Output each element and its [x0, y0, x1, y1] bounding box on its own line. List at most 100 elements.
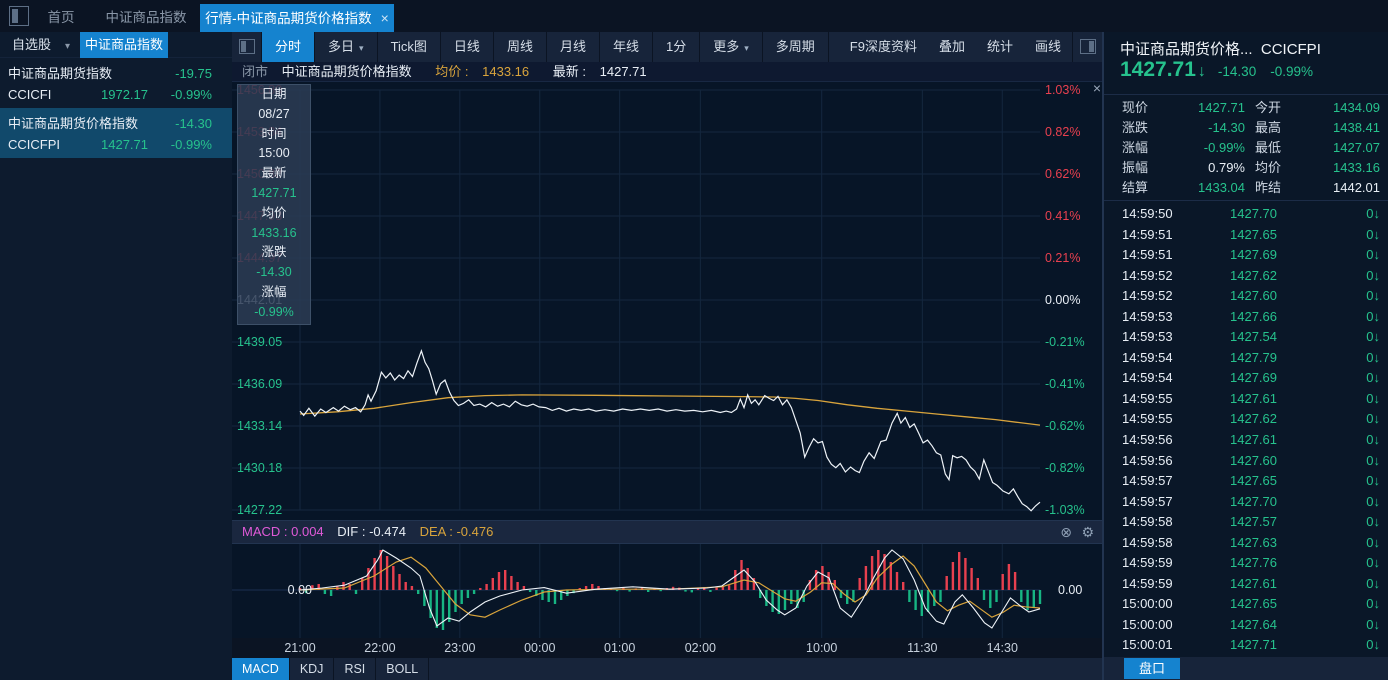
down-arrow-icon: ↓	[1373, 493, 1381, 509]
indicator-tab[interactable]: RSI	[334, 658, 377, 680]
tick-row: 14:59:52 1427.60 0↓	[1122, 288, 1381, 304]
down-arrow-icon: ↓	[1373, 411, 1381, 427]
tick-row: 14:59:50 1427.70 0↓	[1122, 206, 1381, 221]
last-price: 1427.71	[1120, 58, 1196, 81]
tick-row: 14:59:58 1427.63 0↓	[1122, 534, 1381, 550]
period-button[interactable]: 更多 ▾	[700, 32, 763, 62]
macd-zero-left: 0.00	[287, 583, 312, 597]
tool-button[interactable]: 叠加	[938, 39, 965, 54]
caret-down-icon: ▾	[744, 43, 749, 53]
tooltip-line: 08/27	[258, 106, 290, 121]
macd-chart-canvas[interactable]	[232, 544, 1102, 638]
watchlist: 中证商品期货指数 -19.75 CCICFI 1972.17 -0.99% 中证商品期…	[0, 58, 232, 158]
stats-row: 结算 1433.04 昨结 1442.01	[1122, 180, 1380, 195]
percent-axis-label: 0.82%	[1045, 125, 1081, 139]
indicator-tab[interactable]: KDJ	[290, 658, 335, 680]
tool-button[interactable]: 画线	[1034, 39, 1061, 54]
tick-row: 14:59:57 1427.70 0↓	[1122, 493, 1381, 509]
down-arrow-icon: ↓	[1373, 473, 1381, 489]
period-button[interactable]: 月线	[547, 32, 600, 62]
gear-icon[interactable]: ⚙	[1081, 524, 1094, 540]
price-axis-label: 1436.09	[237, 377, 283, 391]
stats-row: 现价 1427.71 今开 1434.09	[1122, 100, 1380, 115]
percent-axis-label: -0.21%	[1045, 335, 1085, 349]
panel-toggle-right-icon[interactable]	[1072, 32, 1102, 62]
close-icon[interactable]: ×	[380, 10, 389, 26]
tooltip-line: 1427.71	[251, 185, 297, 200]
time-axis-label: 23:00	[444, 641, 476, 655]
tooltip-close-icon[interactable]: ×	[1092, 80, 1101, 96]
down-arrow-icon: ↓	[1373, 288, 1381, 304]
tab-home[interactable]: 首页	[47, 10, 75, 25]
close-circle-icon[interactable]: ⊗	[1060, 524, 1072, 540]
down-arrow-icon: ↓	[1373, 432, 1381, 448]
macd-panel[interactable]: 0.00 0.00	[232, 544, 1102, 638]
tool-button[interactable]: 统计	[986, 39, 1013, 54]
price-axis-label: 1439.05	[237, 335, 283, 349]
down-arrow-icon: ↓	[1373, 370, 1381, 386]
panel-toggle-left-icon[interactable]	[232, 32, 262, 62]
down-arrow-icon: ↓	[1373, 206, 1381, 221]
percent-axis-label: -0.62%	[1045, 419, 1085, 433]
price-axis-label: 1430.18	[237, 461, 283, 475]
quote-panel-footer: 盘口	[1104, 657, 1388, 680]
tab-csi-commodity-index[interactable]: 中证商品指数	[105, 10, 187, 25]
percent-axis-label: 1.03%	[1045, 83, 1081, 97]
down-arrow-icon: ↓	[1373, 226, 1381, 242]
tab-quote-ccicfpi[interactable]: 行情-中证商品期货价格指数 ×	[200, 4, 394, 32]
down-arrow-icon: ↓	[1373, 390, 1381, 406]
indicator-tab[interactable]: MACD	[232, 658, 290, 680]
panel-toggle-icon[interactable]	[9, 6, 29, 26]
down-arrow-icon: ↓	[1373, 575, 1381, 591]
down-arrow-icon: ↓	[1373, 534, 1381, 550]
chart-status-bar: 闭市 中证商品期货价格指数 均价 : 1433.16 最新 : 1427.71	[232, 62, 1102, 82]
watchlist-item[interactable]: 中证商品期货指数 -19.75 CCICFI 1972.17 -0.99%	[8, 66, 212, 102]
tooltip-line: 最新	[261, 166, 287, 181]
down-arrow-icon: ↓	[1373, 596, 1381, 612]
percent-axis-label: -0.82%	[1045, 461, 1085, 475]
period-button[interactable]: 年线	[600, 32, 653, 62]
market-state: 闭市	[242, 64, 269, 79]
price-axis-label: 1433.14	[237, 419, 283, 433]
watchlist-dropdown[interactable]: 自选股 ▾	[12, 37, 71, 52]
time-axis-label: 11:30	[907, 641, 938, 655]
percent-axis-label: -1.03%	[1045, 503, 1085, 517]
down-arrow-icon: ↓	[1197, 63, 1206, 80]
period-button[interactable]: Tick图	[378, 32, 441, 62]
period-button[interactable]: 多周期	[763, 32, 829, 62]
tooltip-line: 时间	[261, 126, 287, 141]
period-button[interactable]: 日线	[441, 32, 494, 62]
tick-row: 14:59:53 1427.66 0↓	[1122, 308, 1380, 324]
tick-row: 14:59:54 1427.69 0↓	[1122, 370, 1381, 386]
tick-row: 14:59:56 1427.60 0↓	[1122, 452, 1381, 468]
period-button[interactable]: 多日 ▾	[315, 32, 378, 62]
tick-row: 14:59:51 1427.69 0↓	[1122, 247, 1380, 263]
period-button[interactable]: 分时	[262, 32, 316, 62]
period-button[interactable]: 1分	[653, 32, 701, 62]
time-axis-label: 01:00	[604, 641, 636, 655]
tick-row: 14:59:59 1427.76 0↓	[1122, 555, 1380, 571]
tooltip-line: 涨跌	[261, 245, 287, 260]
percent-axis-label: 0.41%	[1045, 209, 1081, 223]
quote-stats: 现价 1427.71 今开 1434.09 涨跌 -14.30 最高 1438.41 涨…	[1104, 98, 1388, 198]
percent-axis-label: 0.21%	[1045, 251, 1081, 265]
sidebar-group-tab[interactable]: 中证商品指数	[80, 32, 168, 58]
intraday-chart[interactable]: 1456.801453.841450.881447.931444.971442.…	[232, 80, 1102, 520]
down-arrow-icon: ↓	[1373, 452, 1381, 468]
tick-row: 14:59:55 1427.61 0↓	[1122, 390, 1381, 406]
indicator-tab[interactable]: BOLL	[376, 658, 430, 680]
caret-down-icon: ▾	[65, 41, 71, 52]
price-chart-canvas[interactable]	[232, 82, 1102, 520]
down-arrow-icon: ↓	[1373, 637, 1381, 653]
indicator-header: MACD : 0.004 DIF : -0.474 DEA : -0.476 ⊗…	[232, 520, 1102, 544]
top-bar: 首页 中证商品指数 行情-中证商品期货价格指数 ×	[0, 0, 1388, 32]
watchlist-item[interactable]: 中证商品期货价格指数 -14.30 CCICFPI 1427.71 -0.99%	[0, 108, 232, 158]
order-book-tab[interactable]: 盘口	[1124, 658, 1180, 679]
quote-title: 中证商品期货价格... CCICFPI	[1120, 41, 1321, 58]
tooltip-line: 均价	[261, 205, 287, 220]
stats-row: 涨跌 -14.30 最高 1438.41	[1122, 120, 1380, 135]
down-arrow-icon: ↓	[1373, 616, 1381, 632]
tool-button[interactable]: F9深度资料	[849, 39, 917, 54]
period-button[interactable]: 周线	[494, 32, 547, 62]
